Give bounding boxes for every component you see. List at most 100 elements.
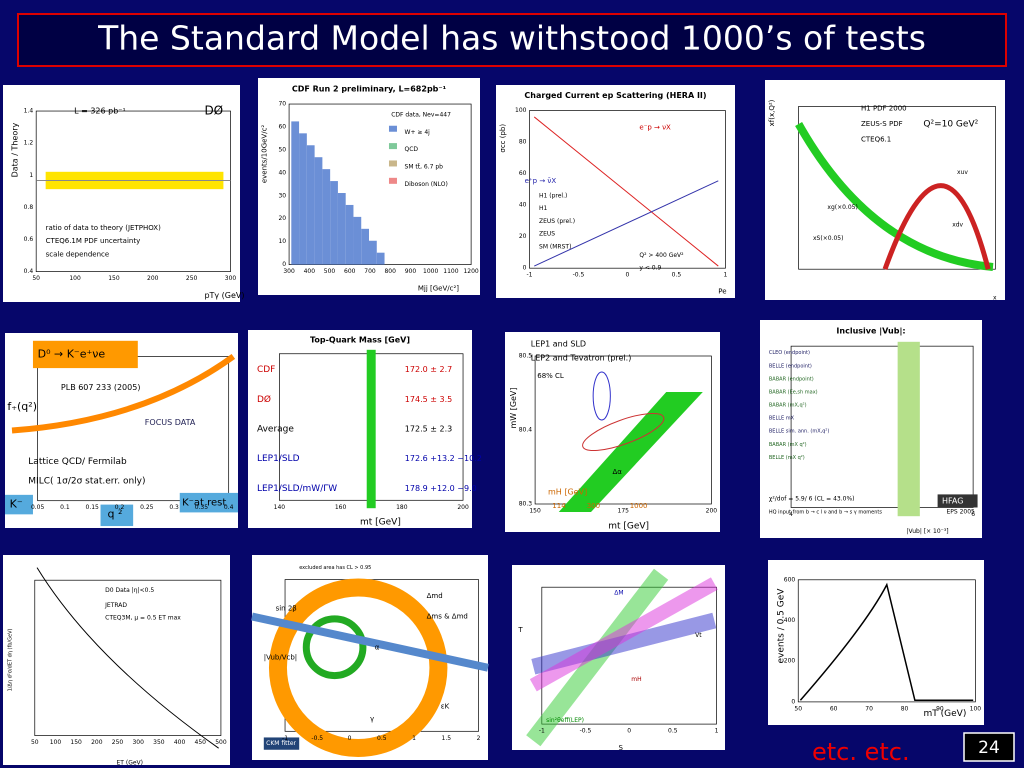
y-tick-label: 20 xyxy=(519,233,527,240)
row-name: DØ xyxy=(257,394,271,405)
figure-label: DØ xyxy=(204,104,223,118)
footer-note: etc. etc. xyxy=(812,738,910,766)
y-tick-label: 0 xyxy=(791,698,795,705)
x-tick-label: 500 xyxy=(215,739,227,746)
hist-bar xyxy=(345,204,354,265)
figure: 0.05 0.1 0.15 0.2 0.25 0.3 0.35 0.4 D⁰ → K⁻e⁺νe P… xyxy=(5,333,238,528)
figure-title: Top-Quark Mass [GeV] xyxy=(310,335,410,344)
x-tick-label: 70 xyxy=(865,705,873,712)
x-tick-label: 500 xyxy=(324,268,336,275)
hist-bar xyxy=(337,193,346,265)
figure-label: xdv xyxy=(952,222,963,229)
figure: Inclusive |Vub|: 4 6 CLEO (endpoint) BELLE (… xyxy=(760,320,982,538)
figure-label: H1 PDF 2000 xyxy=(861,105,907,113)
figure-label: mW [GeV] xyxy=(509,387,518,428)
figure-label: sin 2β xyxy=(276,604,297,612)
x-tick-label: -0.5 xyxy=(573,272,585,279)
figure-label: ZEUS (prel.) xyxy=(539,218,575,225)
figure-label: xuv xyxy=(957,169,968,176)
row-value: 172.0 ± 2.7 xyxy=(405,365,452,374)
band xyxy=(558,392,703,512)
row-name: CDF xyxy=(257,365,275,375)
figure-label: SM (MRST) xyxy=(539,243,571,250)
x-tick-label: 400 xyxy=(304,268,316,275)
figure-label: f₊(q²) xyxy=(7,400,37,413)
x-tick-label: 4 xyxy=(789,511,793,518)
x-tick-label: 50 xyxy=(32,275,40,282)
figure-label: BABAR (mX,q²) xyxy=(769,403,807,409)
x-tick-label: 700 xyxy=(364,268,376,275)
figure-label: mH xyxy=(631,676,641,683)
x-tick-label: 200 xyxy=(147,275,159,282)
y-tick-label: 0 xyxy=(282,261,286,268)
figure-label: xg(×0.05) xyxy=(827,204,857,211)
x-tick-label: 175 xyxy=(618,508,630,515)
x-tick-label: 0.35 xyxy=(195,504,209,511)
figure-label: PLB 607 233 (2005) xyxy=(61,383,141,392)
line xyxy=(533,116,719,267)
figure-label: W+ ≥ 4j xyxy=(405,129,431,136)
figure-label: S xyxy=(619,744,624,752)
figure-label: Q²=10 GeV² xyxy=(923,120,978,130)
figure-label: mH [GeV] xyxy=(548,488,587,497)
figure: 50 60 70 80 90 100 0 200 400 600 events / 0.5 GeV m… xyxy=(768,560,984,725)
x-tick-label: 0.05 xyxy=(31,504,45,511)
contour xyxy=(582,412,665,452)
figure-label: CDF data, Nev=447 xyxy=(391,111,451,118)
figure-label: CTEQ3M, μ = 0.5 ET max xyxy=(105,615,181,622)
plot-frame xyxy=(797,579,976,703)
figure-title: CDF Run 2 preliminary, L=682pb⁻¹ xyxy=(292,84,447,93)
x-tick-label: -1 xyxy=(282,735,288,742)
figure-label: BABAR (mX q²) xyxy=(769,442,807,448)
plot-frame xyxy=(34,579,222,736)
figure: 150 175 200 80.3 80.4 80.5 LEP1 and SLD LEP2 an… xyxy=(505,332,720,532)
y-tick-label: 60 xyxy=(519,170,527,177)
figure-label: HFAG xyxy=(942,496,963,505)
x-tick-label: 300 xyxy=(132,739,144,746)
figure: 50 100 150 200 250 300 0.4 0.6 0.8 1 1.2 1.4 DØ L = 3… xyxy=(3,85,245,302)
figure-label: γ xyxy=(370,715,374,723)
x-tick-label: 0.25 xyxy=(140,504,154,511)
page-number-box xyxy=(963,732,1015,762)
figure-background xyxy=(505,332,720,532)
y-tick-label: 10 xyxy=(278,238,286,245)
curve xyxy=(799,582,974,701)
plot-frame xyxy=(790,345,974,508)
figure-label: T xyxy=(517,626,523,634)
x-tick-label: 1 xyxy=(715,728,719,735)
hist-bar xyxy=(330,181,338,265)
x-tick-label: 300 xyxy=(283,268,295,275)
figure-label: JETRAD xyxy=(104,602,127,609)
row-name: LEP1/SLD xyxy=(257,454,300,464)
x-tick-label: 200 xyxy=(91,739,103,746)
figure-background xyxy=(3,85,240,302)
figure-label: QCD xyxy=(405,146,419,153)
figure-label: excluded area has CL > 0.95 xyxy=(299,565,371,571)
figure-label: Q² > 400 GeV² xyxy=(639,252,684,259)
figure-label: events / 0.5 GeV xyxy=(776,588,786,664)
y-tick-label: 100 xyxy=(515,107,527,114)
figure-label: BELLE mX xyxy=(769,416,795,422)
x-tick-label: 200 xyxy=(457,504,469,511)
hfag-box xyxy=(937,494,978,508)
figure-label: mt [GeV] xyxy=(608,522,649,532)
x-tick-label: 180 xyxy=(396,504,408,511)
figure-background xyxy=(248,330,472,528)
figure-label: HQ input from b → c l ν and b → s γ mome… xyxy=(769,509,882,515)
logo xyxy=(263,737,300,750)
row-name: LEP1/SLD/mW/ΓW xyxy=(257,484,337,494)
figure-label: Lattice QCD/ Fermilab xyxy=(28,457,127,467)
figure-label: FOCUS DATA xyxy=(145,418,196,427)
x-tick-label: 0.5 xyxy=(668,728,678,735)
figure-label: ZEUS-S PDF xyxy=(861,120,903,128)
figure-label: Δα xyxy=(613,468,623,476)
hist-bar xyxy=(376,252,385,265)
y-tick-label: 200 xyxy=(784,658,796,665)
figure-label: CLEO (endpoint) xyxy=(769,350,810,356)
figure-label: 300 xyxy=(587,502,600,510)
figure-title: Inclusive |Vub|: xyxy=(836,326,905,335)
swatch xyxy=(388,125,397,132)
figure-label: LEP1 and SLD xyxy=(531,340,586,349)
x-tick-label: 150 xyxy=(529,508,541,515)
figure-label: 68% CL xyxy=(537,372,564,380)
